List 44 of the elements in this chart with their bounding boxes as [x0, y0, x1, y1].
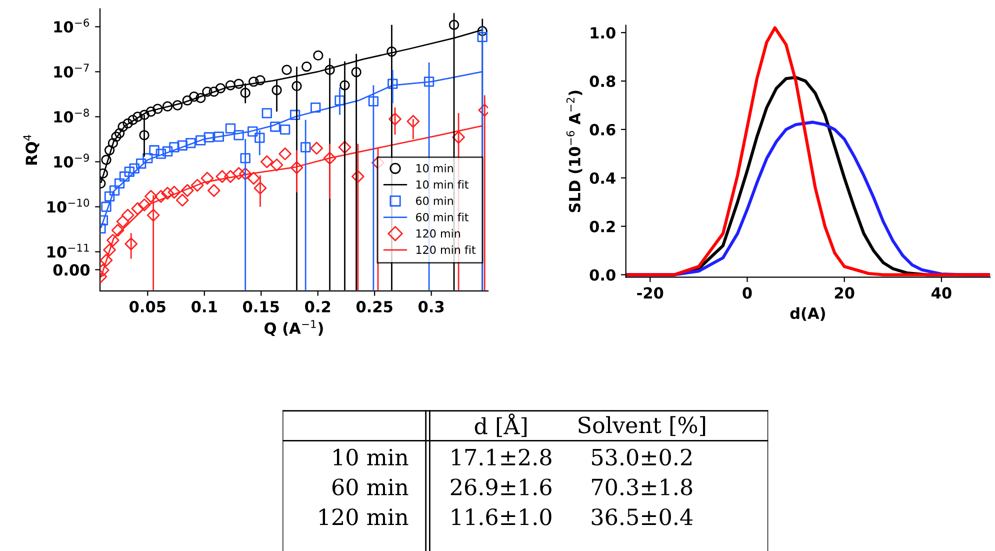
- x-axis-title: d(A): [790, 307, 825, 321]
- y-tick-label: 10$^{−8}$: [54, 108, 89, 123]
- text: 10 min: [334, 448, 408, 466]
- x-tick-label: 20: [834, 287, 854, 299]
- legend-label: 60 min fit: [416, 212, 468, 222]
- text: 17.1±2.8: [452, 448, 552, 466]
- text: 26.9±1.6: [450, 478, 552, 496]
- y-tick-label: 0.2: [590, 220, 615, 232]
- x-tick-label: 0.25: [356, 300, 392, 312]
- x-tick-label: 0: [742, 287, 752, 299]
- x-axis-title: Q (A$^{−1}$): [264, 320, 323, 336]
- y-tick-label: 10$^{−9}$: [54, 154, 89, 168]
- y-tick-label: 0.4: [590, 172, 616, 184]
- y-tick-label: 10$^{−11}$: [48, 244, 89, 258]
- text: Solvent [%]: [578, 416, 706, 436]
- x-tick-label: 0.1: [192, 300, 217, 312]
- text: 36.5±0.4: [592, 508, 692, 526]
- legend-label: 60 min: [416, 196, 453, 206]
- x-tick-label: 40: [932, 287, 952, 299]
- x-tick-label: 0.15: [243, 300, 279, 312]
- text: 70.3±1.8: [592, 478, 692, 496]
- y-tick-label: 0.00: [53, 264, 90, 276]
- y-axis-title: SLD (10$^{−6}$ A$^{−2}$): [566, 90, 582, 212]
- legend-label: 10 min: [416, 164, 453, 172]
- legend-label: 10 min fit: [416, 180, 468, 189]
- y-tick-label: 1.0: [590, 27, 616, 39]
- text: 60 min: [332, 478, 408, 496]
- y-axis-title: RQ$^{4}$: [23, 134, 40, 165]
- y-tick-label: 0.0: [590, 269, 616, 281]
- y-tick-label: 10$^{−7}$: [54, 64, 89, 78]
- text: 53.0±0.2: [592, 448, 692, 466]
- x-tick-label: 0.2: [305, 300, 330, 312]
- legend-label: 120 min: [416, 229, 460, 238]
- x-tick-label: 0.05: [130, 300, 166, 312]
- text: 11.6±1.0: [452, 508, 552, 526]
- text: d [Å]: [474, 413, 527, 438]
- y-tick-label: 10$^{−10}$: [48, 198, 90, 213]
- text: 120 min: [320, 508, 408, 526]
- y-tick-label: 0.8: [590, 76, 616, 88]
- x-tick-label: -20: [637, 287, 664, 299]
- x-tick-label: 0.3: [418, 300, 444, 312]
- y-tick-label: 10$^{−6}$: [54, 18, 90, 33]
- legend-label: 120 min fit: [416, 245, 476, 254]
- y-tick-label: 0.6: [590, 124, 616, 136]
